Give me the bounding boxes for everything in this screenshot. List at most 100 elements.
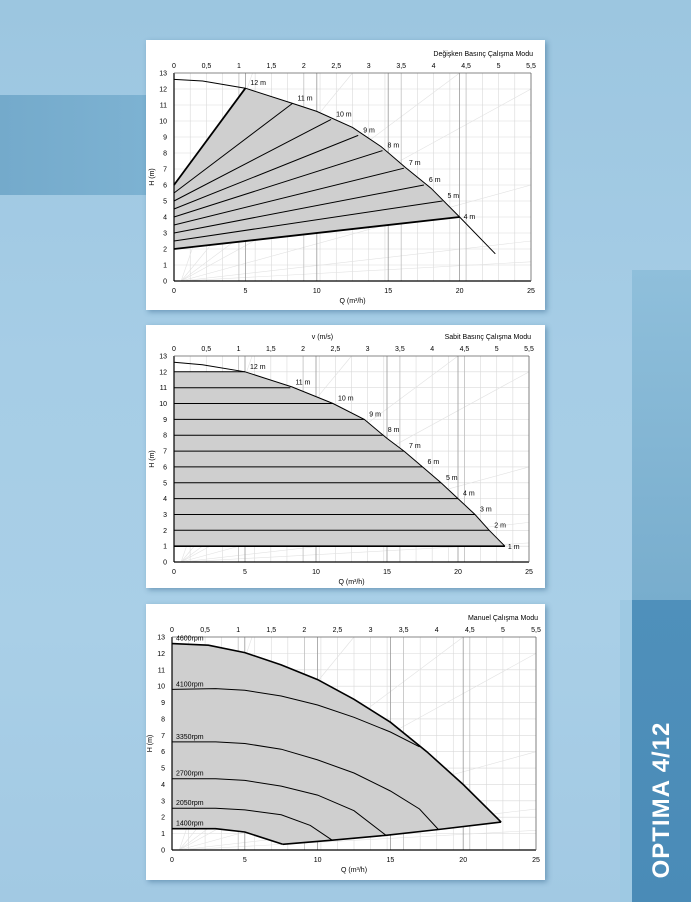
y-tick-label: 2 [163,528,167,535]
y-tick-label: 0 [161,848,165,855]
decorative-band-right [632,270,691,602]
top-tick-label: 4 [432,63,436,70]
top-tick-label: 5 [497,63,501,70]
y-tick-label: 3 [163,231,167,238]
top-tick-label: 0 [172,63,176,70]
y-tick-label: 6 [163,464,167,471]
series-label: 12 m [250,80,266,87]
x-tick-label: 15 [384,288,392,295]
chart-panel-manual: 4600rpm 4100rpm 3350rpm 2700rpm 2050rpm 1400r… [146,604,545,880]
y-tick-label: 11 [160,385,167,392]
x-axis-label: Q (m³/h) [339,298,365,305]
product-name-text: OPTIMA 4/12 [647,721,675,879]
series-label: 3 m [480,506,492,513]
y-tick-label: 1 [163,544,167,551]
series-label: 8 m [387,143,399,150]
x-tick-label: 0 [172,569,176,576]
series-line [173,184,424,234]
top-tick-label: 1 [237,346,241,353]
max-curve [173,78,496,255]
series-line [172,827,283,846]
series-line [173,200,443,242]
top-tick-label: 5,5 [531,627,541,634]
chart-title: Sabit Basınç Çalışma Modu [445,334,531,341]
series-label: 10 m [336,111,352,118]
top-tick-label: 4,5 [460,346,470,353]
series-line [173,118,332,202]
series-label: 1 m [508,544,520,551]
product-name-label: OPTIMA 4/12 [632,600,691,902]
top-tick-label: 4,5 [465,627,475,634]
series-label: 4100rpm [176,681,204,688]
top-axis-label: v (m/s) [312,334,333,341]
series-line [173,134,359,210]
min-curve [282,821,502,846]
top-tick-label: 4,5 [461,63,471,70]
y-tick-label: 10 [159,401,167,408]
x-tick-label: 15 [383,569,391,576]
x-tick-label: 5 [243,288,247,295]
y-tick-label: 7 [161,733,165,740]
series-label: 12 m [250,364,266,371]
series-line [173,150,383,218]
x-tick-label: 20 [454,569,462,576]
y-tick-label: 2 [163,247,167,254]
top-tick-label: 3,5 [395,346,405,353]
y-tick-label: 6 [163,183,167,190]
series-label: 7 m [409,160,421,167]
operating-area [172,643,502,845]
series-label: 2050rpm [176,800,204,807]
x-tick-label: 10 [312,569,320,576]
top-tick-label: 0 [170,627,174,634]
top-tick-label: 2 [302,63,306,70]
y-tick-label: 13 [159,71,167,78]
product-side-tab [632,600,691,902]
y-tick-label: 2 [161,815,165,822]
top-tick-label: 1 [237,63,241,70]
y-tick-label: 10 [157,684,165,691]
series-label: 5 m [446,475,458,482]
x-tick-label: 0 [172,288,176,295]
series-line [171,688,420,748]
y-axis-label: H (m) [147,735,154,753]
y-tick-label: 11 [158,667,165,674]
top-tick-label: 0,5 [202,63,212,70]
top-tick-label: 3 [366,346,370,353]
chart-manual-mode: 4600rpm 4100rpm 3350rpm 2700rpm 2050rpm 1400r… [147,615,541,874]
y-tick-label: 6 [161,749,165,756]
x-tick-label: 5 [243,569,247,576]
series-line [172,778,387,836]
series-label: 1400rpm [176,821,204,828]
series-label: 2 m [494,522,506,529]
decorative-band-left [0,95,146,195]
x-tick-label: 15 [387,857,395,864]
top-tick-label: 3 [367,63,371,70]
top-tick-label: 2 [301,346,305,353]
series-label: 11 m [298,95,313,102]
y-tick-label: 0 [163,279,167,286]
top-tick-label: 1,5 [266,627,276,634]
y-tick-label: 13 [159,354,167,361]
series-line [171,642,502,823]
y-tick-label: 3 [163,512,167,519]
series-label: 5 m [447,193,459,200]
x-tick-label: 0 [170,857,174,864]
top-tick-label: 3,5 [396,63,406,70]
decorative-strip [620,600,632,902]
y-tick-label: 11 [160,103,167,110]
chart-title: Değişken Basınç Çalışma Modu [433,51,533,58]
top-tick-label: 5 [501,627,505,634]
y-tick-label: 4 [163,496,167,503]
y-tick-label: 5 [163,480,167,487]
series-label: 7 m [409,443,421,450]
y-tick-label: 12 [159,369,167,376]
top-tick-label: 5,5 [524,346,534,353]
series-label: 10 m [338,396,354,403]
operating-area [174,371,505,547]
x-tick-label: 20 [459,857,467,864]
y-tick-label: 1 [161,831,165,838]
y-tick-label: 8 [161,716,165,723]
top-tick-label: 2 [302,627,306,634]
top-tick-label: 1,5 [266,63,276,70]
y-tick-label: 9 [163,417,167,424]
